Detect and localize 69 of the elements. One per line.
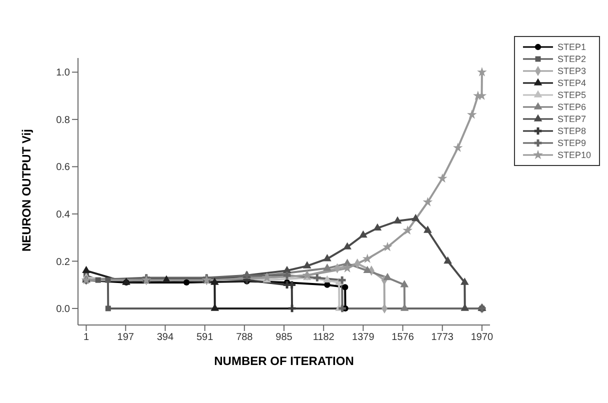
x-axis-title: NUMBER OF ITERATION xyxy=(214,354,354,368)
point xyxy=(162,275,171,283)
point xyxy=(183,279,190,286)
point xyxy=(343,242,352,250)
legend-label: STEP9 xyxy=(557,137,586,149)
legend-label: STEP4 xyxy=(557,77,586,89)
y-tick-label: 0.0 xyxy=(56,304,70,316)
point xyxy=(411,214,420,222)
point xyxy=(466,110,477,119)
x-tick-label: 1379 xyxy=(352,332,375,344)
point xyxy=(210,304,220,311)
point xyxy=(323,275,332,283)
x-tick-label: 394 xyxy=(156,332,174,344)
point xyxy=(437,173,448,183)
x-tick-label: 1970 xyxy=(470,332,494,344)
point xyxy=(288,281,296,289)
x-tick-label: 1 xyxy=(83,332,90,344)
x-tick-label: 197 xyxy=(117,332,134,344)
point xyxy=(288,304,296,312)
point xyxy=(373,223,382,231)
x-tick-label: 788 xyxy=(236,332,254,344)
point xyxy=(362,254,372,264)
x-tick-label: 1576 xyxy=(392,332,414,344)
x-tick-label: 1182 xyxy=(312,332,335,344)
y-tick-label: 0.2 xyxy=(56,256,70,268)
legend-label: STEP5 xyxy=(557,89,586,101)
point xyxy=(400,280,409,288)
point xyxy=(338,304,346,312)
point xyxy=(323,263,332,271)
point xyxy=(383,272,392,280)
y-tick-label: 0.6 xyxy=(56,162,70,174)
y-axis-title: NEURON OUTPUT Vij xyxy=(19,129,34,252)
legend-label: STEP2 xyxy=(557,53,586,65)
legend-label: STEP6 xyxy=(557,101,586,113)
point xyxy=(105,306,111,312)
point xyxy=(323,254,332,262)
point xyxy=(342,284,348,290)
point xyxy=(460,278,469,285)
point xyxy=(105,277,111,283)
point xyxy=(402,225,413,235)
point xyxy=(452,142,463,152)
point xyxy=(283,272,291,280)
legend-label: STEP1 xyxy=(557,41,586,53)
x-tick-label: 985 xyxy=(276,332,293,344)
point xyxy=(393,216,402,224)
y-tick-label: 0.4 xyxy=(56,209,70,220)
point xyxy=(422,196,433,206)
point xyxy=(382,242,392,252)
x-tick-label: 591 xyxy=(196,332,214,344)
point xyxy=(302,261,312,268)
point xyxy=(338,276,346,284)
legend-label: STEP3 xyxy=(557,65,586,77)
legend-label: STEP8 xyxy=(557,125,586,137)
legend-label: STEP10 xyxy=(557,149,591,161)
point xyxy=(342,263,352,272)
point xyxy=(359,230,368,238)
point xyxy=(343,258,352,266)
x-tick-label: 1773 xyxy=(431,332,454,344)
point xyxy=(82,266,90,274)
point xyxy=(363,266,372,274)
point xyxy=(444,256,452,264)
point xyxy=(477,67,487,76)
point xyxy=(95,277,101,283)
y-tick-label: 1.0 xyxy=(56,68,70,79)
point xyxy=(424,226,432,233)
point xyxy=(210,278,219,285)
point xyxy=(313,274,321,282)
y-tick-label: 0.8 xyxy=(56,114,70,126)
legend-label: STEP7 xyxy=(557,113,586,125)
